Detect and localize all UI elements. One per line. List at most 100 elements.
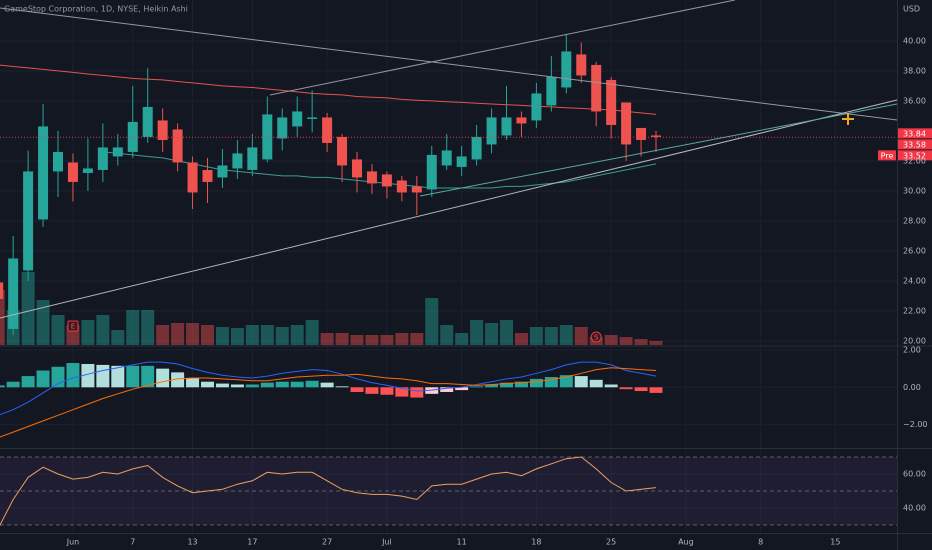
volume-bar — [141, 310, 155, 345]
histogram-bar — [201, 381, 215, 388]
histogram-bar — [649, 387, 663, 393]
y-tick-label: 20.00 — [903, 336, 926, 345]
volume-bar — [96, 315, 110, 345]
candle-body — [187, 162, 198, 193]
candle-body — [142, 106, 153, 137]
histogram-bar — [305, 380, 319, 388]
histogram-bar — [21, 376, 35, 388]
histogram-bar — [186, 377, 200, 388]
candle-body — [411, 186, 422, 193]
candle-body — [426, 154, 437, 190]
candle-body — [651, 135, 662, 137]
y-tick-label: −2.00 — [903, 420, 928, 429]
y-tick-label: 24.00 — [903, 276, 926, 285]
event-label: E — [71, 323, 75, 331]
volume-bar — [529, 327, 543, 345]
plot: E S 33.84 33.58 33.52 Pre — [0, 34, 932, 527]
price-tag — [898, 128, 932, 139]
histogram-bar — [6, 381, 20, 388]
y-tick-label: 26.00 — [903, 246, 926, 255]
histogram-bar — [96, 364, 110, 388]
volume-bar — [21, 272, 35, 345]
trend-line — [0, 7, 898, 121]
volume-bar — [305, 320, 319, 345]
candle-body — [636, 127, 647, 140]
volume-bar — [81, 320, 95, 345]
candle-body — [396, 180, 407, 193]
histogram-bar — [410, 387, 424, 398]
volume-bar — [350, 335, 364, 345]
volume-bar — [380, 335, 394, 345]
event-marker — [590, 331, 602, 343]
candle-body — [366, 171, 377, 184]
candle-body — [0, 282, 4, 299]
candle-body — [217, 165, 228, 178]
volume-bar — [604, 335, 618, 345]
candle-body — [337, 136, 348, 166]
y-tick-label: 22.00 — [903, 306, 926, 315]
histogram-bar — [230, 384, 244, 388]
candle-body — [23, 171, 34, 271]
candle-body — [53, 151, 64, 172]
volume-bar — [365, 335, 379, 345]
volume-bar — [245, 325, 259, 345]
histogram-bar — [335, 386, 349, 388]
volume-bar — [619, 337, 633, 345]
histogram-bar — [589, 379, 603, 388]
candle-body — [591, 64, 602, 112]
volume-bar — [111, 330, 125, 345]
volume-bar — [215, 327, 229, 345]
x-tick-label: 17 — [247, 538, 257, 547]
histogram-bar — [111, 365, 125, 388]
histogram-bar — [290, 381, 304, 388]
histogram-bar — [51, 366, 65, 388]
currency-label: USD — [903, 5, 920, 14]
candle-body — [172, 129, 183, 163]
y-tick-label: 60.00 — [903, 469, 926, 478]
trend-line — [0, 99, 898, 319]
candle-body — [501, 117, 512, 136]
x-tick-label: 8 — [758, 538, 763, 547]
candle-body — [38, 126, 49, 220]
price-tag-name: Pre — [881, 151, 894, 160]
histogram-bar — [380, 387, 394, 395]
volume-bar — [649, 341, 663, 345]
histogram-bar — [619, 387, 633, 390]
candle-body — [202, 169, 213, 182]
volume-bar — [260, 325, 274, 345]
histogram-bar — [171, 372, 185, 388]
candle-body — [67, 162, 78, 182]
histogram-bar — [485, 384, 499, 388]
y-tick-label: 40.00 — [903, 36, 926, 45]
y-tick-label: 0.00 — [903, 383, 921, 392]
price-tag — [898, 139, 932, 150]
volume-bar — [544, 327, 558, 345]
volume-bar — [156, 325, 170, 345]
histogram-bar — [395, 387, 409, 397]
candle-body — [381, 174, 392, 187]
price-tag-name-box — [878, 150, 896, 161]
histogram-bar — [141, 365, 155, 388]
candle-body — [352, 159, 363, 178]
volume-bar — [275, 327, 289, 345]
volume-bar — [171, 323, 185, 345]
histogram-bar — [81, 363, 95, 388]
histogram-bar — [544, 377, 558, 388]
line — [0, 361, 657, 416]
histogram-bar — [156, 368, 170, 388]
price-tag-label: 33.84 — [903, 129, 926, 138]
candle-body — [247, 147, 258, 170]
candle-body — [292, 111, 303, 127]
histogram-bar — [66, 363, 80, 388]
histogram-bar — [529, 378, 543, 388]
x-tick-label: Aug — [678, 538, 694, 547]
candle-body — [112, 147, 123, 157]
histogram-bar — [500, 382, 514, 388]
y-tick-label: 28.00 — [903, 216, 926, 225]
candle-body — [471, 136, 482, 160]
histogram-bar — [245, 384, 259, 388]
line — [0, 367, 657, 438]
volume-bar — [320, 333, 334, 345]
